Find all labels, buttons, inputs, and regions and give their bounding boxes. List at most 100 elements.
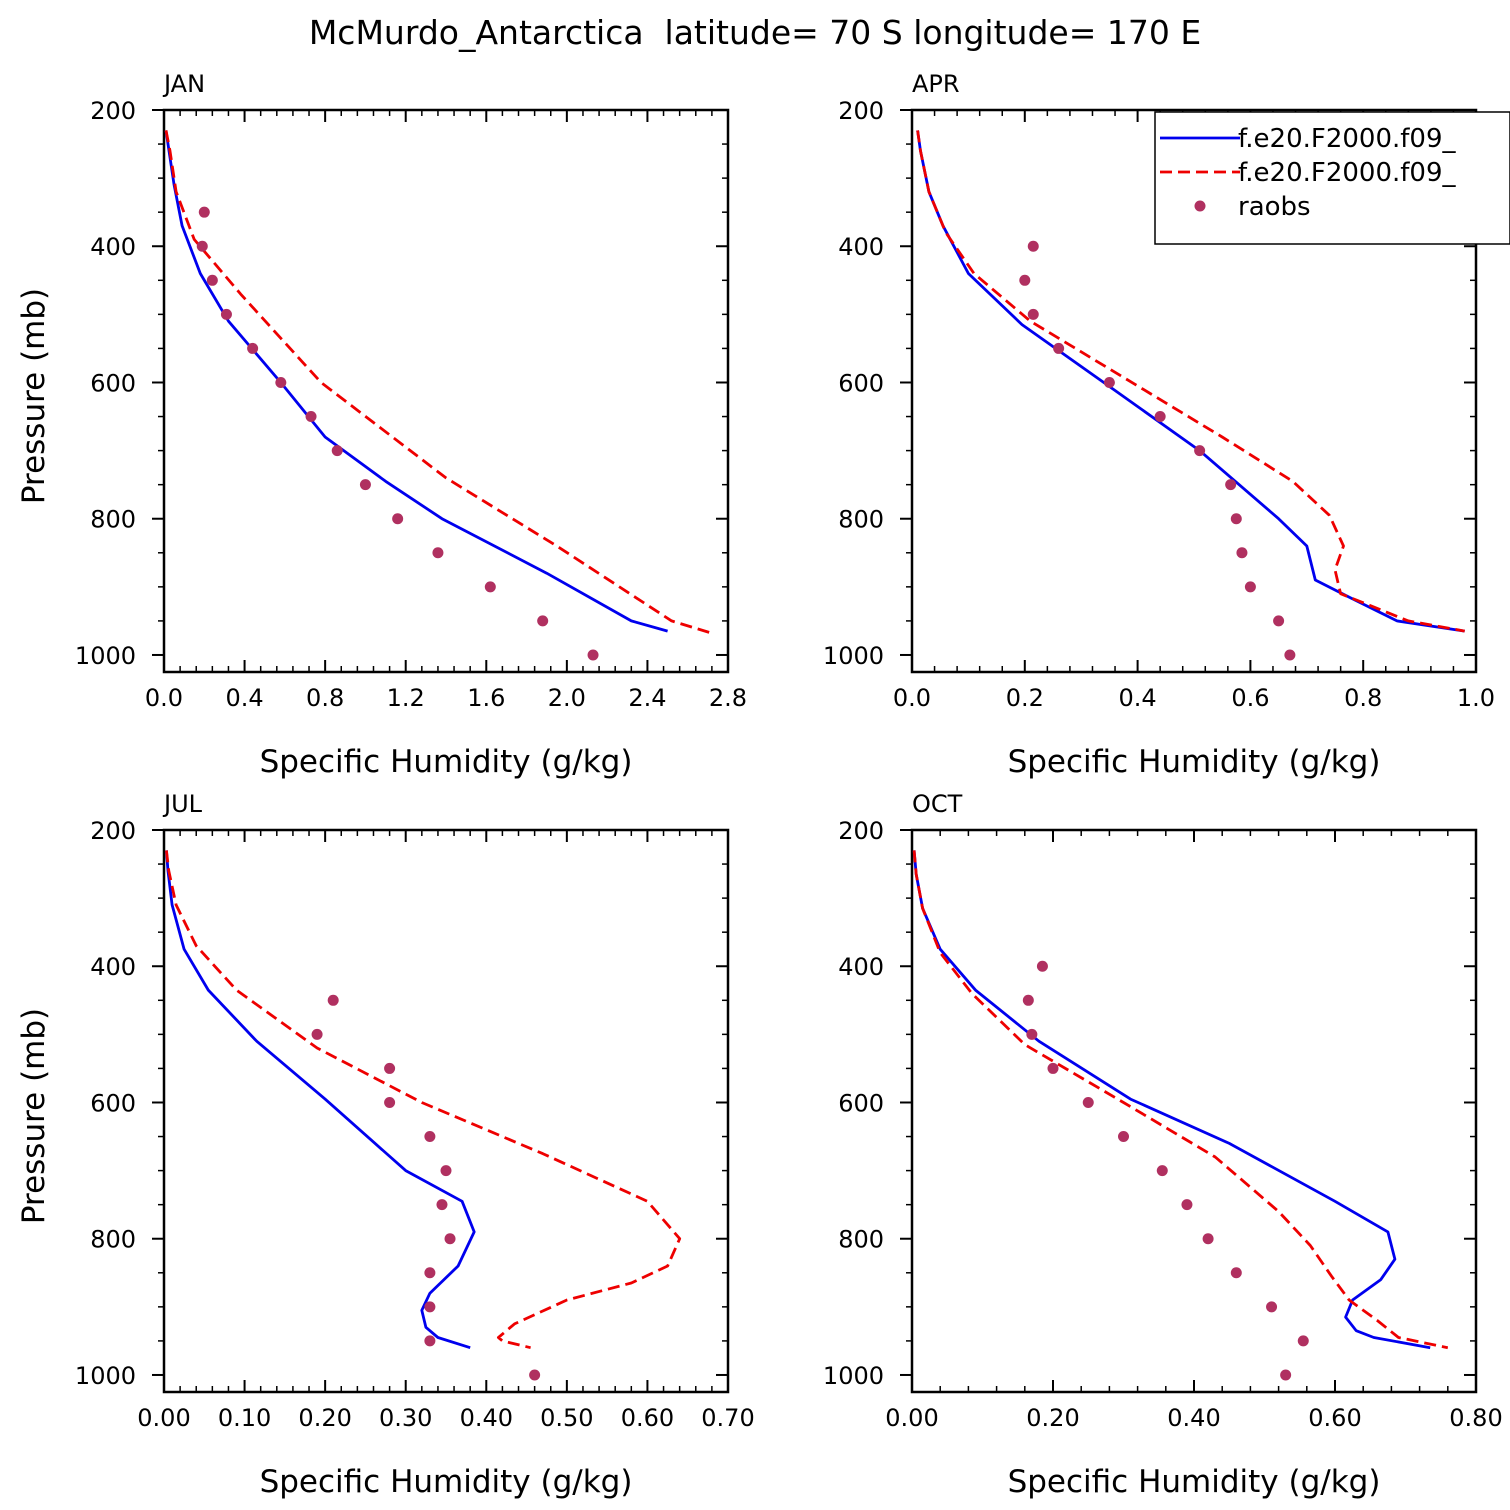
plot-frame — [910, 108, 1478, 674]
raobs-point — [196, 240, 208, 252]
x-axis-label: Specific Humidity (g/kg) — [260, 1464, 633, 1500]
y-tick-label: 600 — [90, 1089, 136, 1117]
y-tick-label: 1000 — [75, 642, 136, 670]
raobs-point — [1230, 1267, 1242, 1279]
panel-oct: 0.00 0.20 0.40 0.60 0.80 200 400 600 800 1000 OCT S… — [823, 790, 1503, 1500]
raobs-point — [1194, 445, 1206, 457]
y-tick-label: 200 — [838, 97, 884, 125]
x-tick-label: 0.50 — [540, 1404, 593, 1432]
x-tick-label: 1.6 — [467, 684, 505, 712]
raobs-point — [424, 1267, 436, 1279]
raobs-point — [206, 274, 218, 286]
raobs-point — [1156, 1165, 1168, 1177]
model-line-solid — [164, 130, 668, 633]
y-tick-label: 600 — [838, 369, 884, 397]
figure-title: McMurdo_Antarctica latitude= 70 S longit… — [309, 13, 1201, 52]
raobs-point — [1019, 274, 1031, 286]
x-tick-label: 0.40 — [1167, 1404, 1220, 1432]
y-tick-label: 200 — [838, 817, 884, 845]
raobs-point — [327, 994, 339, 1006]
y-tick-label: 200 — [90, 817, 136, 845]
panel-jul: 0.00 0.10 0.20 0.30 0.40 0.50 0.60 0.70 200 400 60… — [16, 790, 755, 1500]
x-tick-label: 0.20 — [1026, 1404, 1079, 1432]
y-tick-label: 400 — [838, 953, 884, 981]
raobs-point — [384, 1062, 396, 1074]
model-line-dashed — [165, 850, 682, 1350]
x-tick-label: 1.0 — [1457, 684, 1495, 712]
x-tick-label: 0.10 — [218, 1404, 271, 1432]
raobs-point — [1036, 960, 1048, 972]
x-tick-label: 0.0 — [893, 684, 931, 712]
raobs-point — [1202, 1233, 1214, 1245]
raobs-point — [1284, 649, 1296, 661]
x-tick-label: 0.2 — [1006, 684, 1044, 712]
model-line-dashed — [916, 130, 1465, 633]
raobs-point — [1103, 376, 1115, 388]
raobs-point — [1027, 240, 1039, 252]
y-tick-label: 800 — [90, 1226, 136, 1254]
x-tick-label: 0.4 — [225, 684, 263, 712]
x-tick-label: 0.4 — [1119, 684, 1157, 712]
raobs-point — [444, 1233, 456, 1245]
panel-apr: 0.0 0.2 0.4 0.6 0.8 1.0 200 400 600 800 1000 APR Spe… — [823, 70, 1495, 780]
x-tick-label: 0.00 — [885, 1404, 938, 1432]
y-axis-label: Pressure (mb) — [16, 288, 52, 504]
x-tick-label: 1.2 — [387, 684, 425, 712]
x-tick-label: 0.0 — [145, 684, 183, 712]
raobs-point — [436, 1199, 448, 1211]
x-axis-label: Specific Humidity (g/kg) — [1008, 744, 1381, 780]
raobs-point — [1273, 615, 1285, 627]
series-group — [165, 850, 682, 1381]
y-axis-label: Pressure (mb) — [16, 1008, 52, 1224]
panel-title: APR — [912, 70, 960, 98]
y-tick-label: 800 — [90, 506, 136, 534]
x-tick-label: 2.8 — [709, 684, 747, 712]
y-tick-label: 600 — [90, 369, 136, 397]
raobs-point — [587, 649, 599, 661]
raobs-point — [1022, 994, 1034, 1006]
panel-title: OCT — [912, 790, 963, 818]
raobs-point — [359, 479, 371, 491]
raobs-point — [220, 308, 232, 320]
x-tick-label: 0.60 — [1308, 1404, 1361, 1432]
raobs-point — [1266, 1301, 1278, 1313]
raobs-point — [1053, 342, 1065, 354]
panels: 0.0 0.4 0.8 1.2 1.6 2.0 2.4 2.8 200 400 600 800 1000… — [16, 70, 1503, 1500]
raobs-point — [392, 513, 404, 525]
x-tick-label: 0.60 — [621, 1404, 674, 1432]
model-line-dashed — [912, 850, 1449, 1350]
x-axis-label: Specific Humidity (g/kg) — [260, 744, 633, 780]
x-tick-label: 0.8 — [306, 684, 344, 712]
raobs-point — [1154, 411, 1166, 423]
y-tick-label: 600 — [838, 1089, 884, 1117]
legend-label: f.e20.F2000.f09_ — [1238, 158, 1456, 188]
model-line-solid — [165, 850, 476, 1350]
x-tick-label: 2.4 — [628, 684, 666, 712]
raobs-point — [331, 445, 343, 457]
series-group — [916, 130, 1465, 661]
model-line-solid — [912, 850, 1431, 1350]
x-tick-label: 0.6 — [1231, 684, 1269, 712]
plot-frame — [162, 828, 730, 1394]
raobs-point — [1225, 479, 1237, 491]
raobs-point — [424, 1301, 436, 1313]
series-group — [912, 850, 1449, 1381]
y-tick-label: 1000 — [823, 642, 884, 670]
y-tick-label: 800 — [838, 506, 884, 534]
raobs-point — [432, 547, 444, 559]
plot-frame — [910, 828, 1478, 1394]
raobs-point — [305, 411, 317, 423]
y-tick-label: 1000 — [75, 1362, 136, 1390]
x-tick-label: 0.30 — [379, 1404, 432, 1432]
raobs-point — [1118, 1131, 1129, 1143]
raobs-point — [1181, 1199, 1193, 1211]
raobs-point — [1297, 1335, 1309, 1347]
y-tick-label: 200 — [90, 97, 136, 125]
legend-marker — [1194, 200, 1206, 212]
raobs-point — [484, 581, 496, 593]
legend-box — [1154, 111, 1510, 245]
panel-jan: 0.0 0.4 0.8 1.2 1.6 2.0 2.4 2.8 200 400 600 800 1000… — [16, 70, 747, 780]
x-tick-label: 0.00 — [137, 1404, 190, 1432]
raobs-point — [1244, 581, 1256, 593]
